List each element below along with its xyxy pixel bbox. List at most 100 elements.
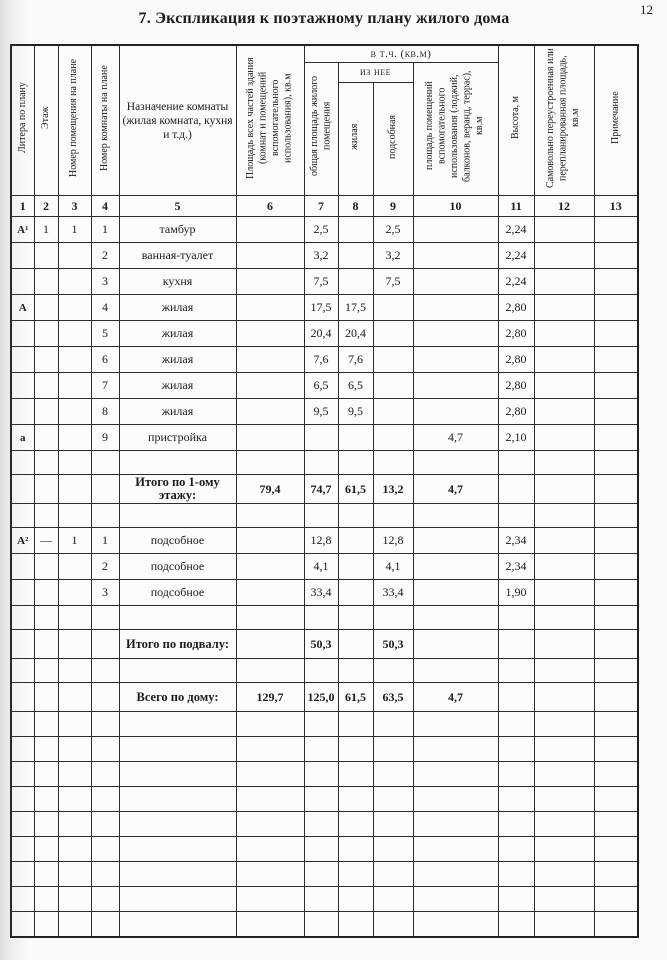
table-cell <box>412 886 499 912</box>
table-cell <box>10 398 35 425</box>
table-cell <box>337 886 374 912</box>
table-cell <box>33 836 59 862</box>
table-cell: тамбур <box>118 216 237 243</box>
table-cell: 17,5 <box>303 294 339 321</box>
table-cell <box>533 911 595 937</box>
table-cell: 61,5 <box>337 474 374 504</box>
table-cell <box>412 579 499 606</box>
table-cell <box>33 579 59 606</box>
table-cell <box>118 886 237 912</box>
table-cell <box>33 629 59 659</box>
table-cell: 1 <box>90 527 120 554</box>
table-cell <box>235 629 305 659</box>
table-row: 2 подсобное 4,1 4,1 2,34 <box>10 553 639 580</box>
table-cell <box>10 682 35 712</box>
table-cell <box>57 605 92 630</box>
table-cell <box>303 836 339 862</box>
table-cell <box>372 736 414 762</box>
table-cell <box>593 216 639 243</box>
table-cell: 2,80 <box>497 346 535 373</box>
table-cell: подсобное <box>118 553 237 580</box>
table-cell <box>497 786 535 812</box>
table-cell <box>372 346 414 373</box>
table-cell <box>303 711 339 737</box>
col-header-aux-area-label: площадь помещений вспомогательного испол… <box>424 70 486 183</box>
column-number-cell: 4 <box>90 195 120 217</box>
table-cell: пристройка <box>118 424 237 451</box>
table-cell <box>372 372 414 399</box>
table-cell <box>118 605 237 630</box>
table-cell <box>303 861 339 887</box>
table-row: 3 подсобное 33,4 33,4 1,90 <box>10 579 639 606</box>
table-cell <box>33 761 59 787</box>
table-cell <box>412 320 499 347</box>
table-cell: подсобное <box>118 527 237 554</box>
table-cell <box>118 836 237 862</box>
table-cell <box>372 450 414 475</box>
column-number-cell: 8 <box>337 195 374 217</box>
table-cell <box>235 886 305 912</box>
table-cell <box>57 398 92 425</box>
table-cell <box>33 398 59 425</box>
table-cell <box>412 372 499 399</box>
table-cell <box>337 579 374 606</box>
table-cell <box>593 736 639 762</box>
table-cell <box>303 811 339 837</box>
table-cell <box>57 811 92 837</box>
table-cell: 2,5 <box>372 216 414 243</box>
table-cell <box>33 503 59 528</box>
table-cell: жилая <box>118 372 237 399</box>
table-cell <box>533 372 595 399</box>
table-cell <box>235 320 305 347</box>
col-header-naznachenie: Назначение комнаты (жилая комната, кухня… <box>118 44 237 196</box>
table-cell <box>533 474 595 504</box>
table-cell <box>337 450 374 475</box>
table-cell <box>412 553 499 580</box>
table-cell <box>90 911 120 937</box>
table-cell <box>10 553 35 580</box>
table-cell <box>337 786 374 812</box>
table-cell <box>90 861 120 887</box>
col-header-note-label: Примечание <box>609 91 621 145</box>
table-cell: Итого по 1-ому этажу: <box>118 474 237 504</box>
table-cell <box>533 736 595 762</box>
table-cell <box>235 579 305 606</box>
table-cell <box>57 886 92 912</box>
table-cell <box>57 268 92 295</box>
col-header-podsobnaya-label: подсобная <box>386 114 398 159</box>
table-row <box>10 605 639 630</box>
table-cell <box>33 786 59 812</box>
table-cell <box>10 450 35 475</box>
table-cell: жилая <box>118 346 237 373</box>
table-cell <box>118 911 237 937</box>
table-cell <box>497 811 535 837</box>
table-cell <box>10 268 35 295</box>
column-number-cell: 6 <box>235 195 305 217</box>
table-cell: жилая <box>118 398 237 425</box>
table-cell: 2,24 <box>497 216 535 243</box>
table-cell <box>412 268 499 295</box>
table-cell <box>33 450 59 475</box>
column-numbers-row: 1 2 3 4 5 6 7 8 9 10 11 12 13 <box>10 195 639 217</box>
table-cell <box>412 527 499 554</box>
table-cell <box>33 294 59 321</box>
table-row: Всего по дому: 129,7 125,0 61,5 63,5 4,7 <box>10 682 639 712</box>
table-cell: 7 <box>90 372 120 399</box>
table-cell <box>303 886 339 912</box>
table-cell: 2,34 <box>497 553 535 580</box>
table-cell <box>235 268 305 295</box>
table-cell <box>593 474 639 504</box>
table-cell <box>90 836 120 862</box>
table-cell: 9,5 <box>303 398 339 425</box>
table-cell <box>303 658 339 683</box>
table-cell <box>337 761 374 787</box>
table-cell <box>303 736 339 762</box>
table-cell <box>372 786 414 812</box>
table-cell: 7,5 <box>372 268 414 295</box>
table-cell <box>118 736 237 762</box>
table-row <box>10 911 639 937</box>
table-body: А¹ 1 1 1 тамбур 2,5 2,5 2,24 2 ванная-туалет 3,2 3,… <box>10 216 639 937</box>
table-cell: 6,5 <box>303 372 339 399</box>
table-cell <box>412 605 499 630</box>
col-header-note: Примечание <box>593 44 639 196</box>
